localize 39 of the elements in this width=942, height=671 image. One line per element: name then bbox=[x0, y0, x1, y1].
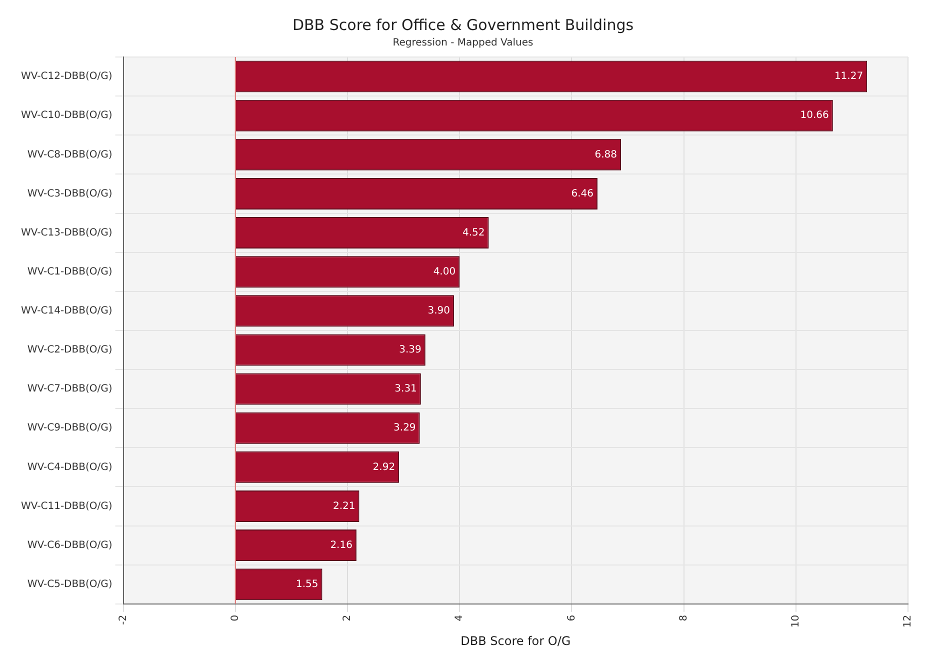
y-tick-label: WV-C8-DBB(O/G) bbox=[27, 149, 112, 160]
x-tick-label: 4 bbox=[454, 614, 466, 622]
y-tick-label: WV-C7-DBB(O/G) bbox=[27, 384, 112, 395]
x-axis-title: DBB Score for O/G bbox=[460, 634, 571, 648]
y-tick-label: WV-C12-DBB(O/G) bbox=[21, 71, 112, 82]
x-tick-label: 12 bbox=[902, 614, 914, 628]
data-label: 3.31 bbox=[394, 384, 417, 395]
y-tick-label: WV-C14-DBB(O/G) bbox=[21, 306, 112, 316]
y-tick-label: WV-C11-DBB(O/G) bbox=[21, 500, 112, 512]
y-tick-label: WV-C13-DBB(O/G) bbox=[21, 227, 112, 238]
x-tick-label: 2 bbox=[342, 614, 354, 622]
data-label: 1.55 bbox=[296, 578, 318, 590]
data-label: 3.29 bbox=[394, 422, 416, 434]
data-label: 2.21 bbox=[332, 500, 356, 512]
x-tick-label: 0 bbox=[230, 614, 241, 622]
chart-title: DBB Score for Office & Government Buildings bbox=[292, 16, 634, 34]
y-tick-label: WV-C10-DBB(O/G) bbox=[21, 110, 112, 122]
y-tick-label: WV-C5-DBB(O/G) bbox=[27, 578, 112, 590]
y-tick-label: WV-C3-DBB(O/G) bbox=[27, 188, 112, 200]
chart-subtitle: Regression - Mapped Values bbox=[392, 38, 534, 49]
x-tick-label: -2 bbox=[118, 614, 129, 625]
data-label: 6.88 bbox=[594, 149, 618, 160]
data-label: 3.39 bbox=[399, 344, 422, 356]
data-label: 10.66 bbox=[800, 110, 829, 122]
data-label: 2.16 bbox=[330, 540, 352, 551]
y-tick-label: WV-C1-DBB(O/G) bbox=[27, 266, 112, 278]
data-label: 3.90 bbox=[428, 306, 450, 316]
y-tick-label: WV-C6-DBB(O/G) bbox=[27, 540, 112, 551]
x-tick-label: 10 bbox=[790, 614, 802, 628]
x-tick-label: 8 bbox=[678, 614, 690, 622]
data-label: 11.27 bbox=[834, 71, 864, 82]
data-label: 2.92 bbox=[372, 462, 396, 473]
y-tick-label: WV-C4-DBB(O/G) bbox=[27, 462, 112, 473]
data-label: 6.46 bbox=[571, 188, 594, 200]
y-tick-label: WV-C9-DBB(O/G) bbox=[27, 422, 112, 434]
x-tick-label: 6 bbox=[566, 614, 578, 622]
data-label: 4.00 bbox=[433, 266, 456, 278]
data-label: 4.52 bbox=[462, 227, 485, 238]
y-tick-label: WV-C2-DBB(O/G) bbox=[27, 344, 112, 356]
